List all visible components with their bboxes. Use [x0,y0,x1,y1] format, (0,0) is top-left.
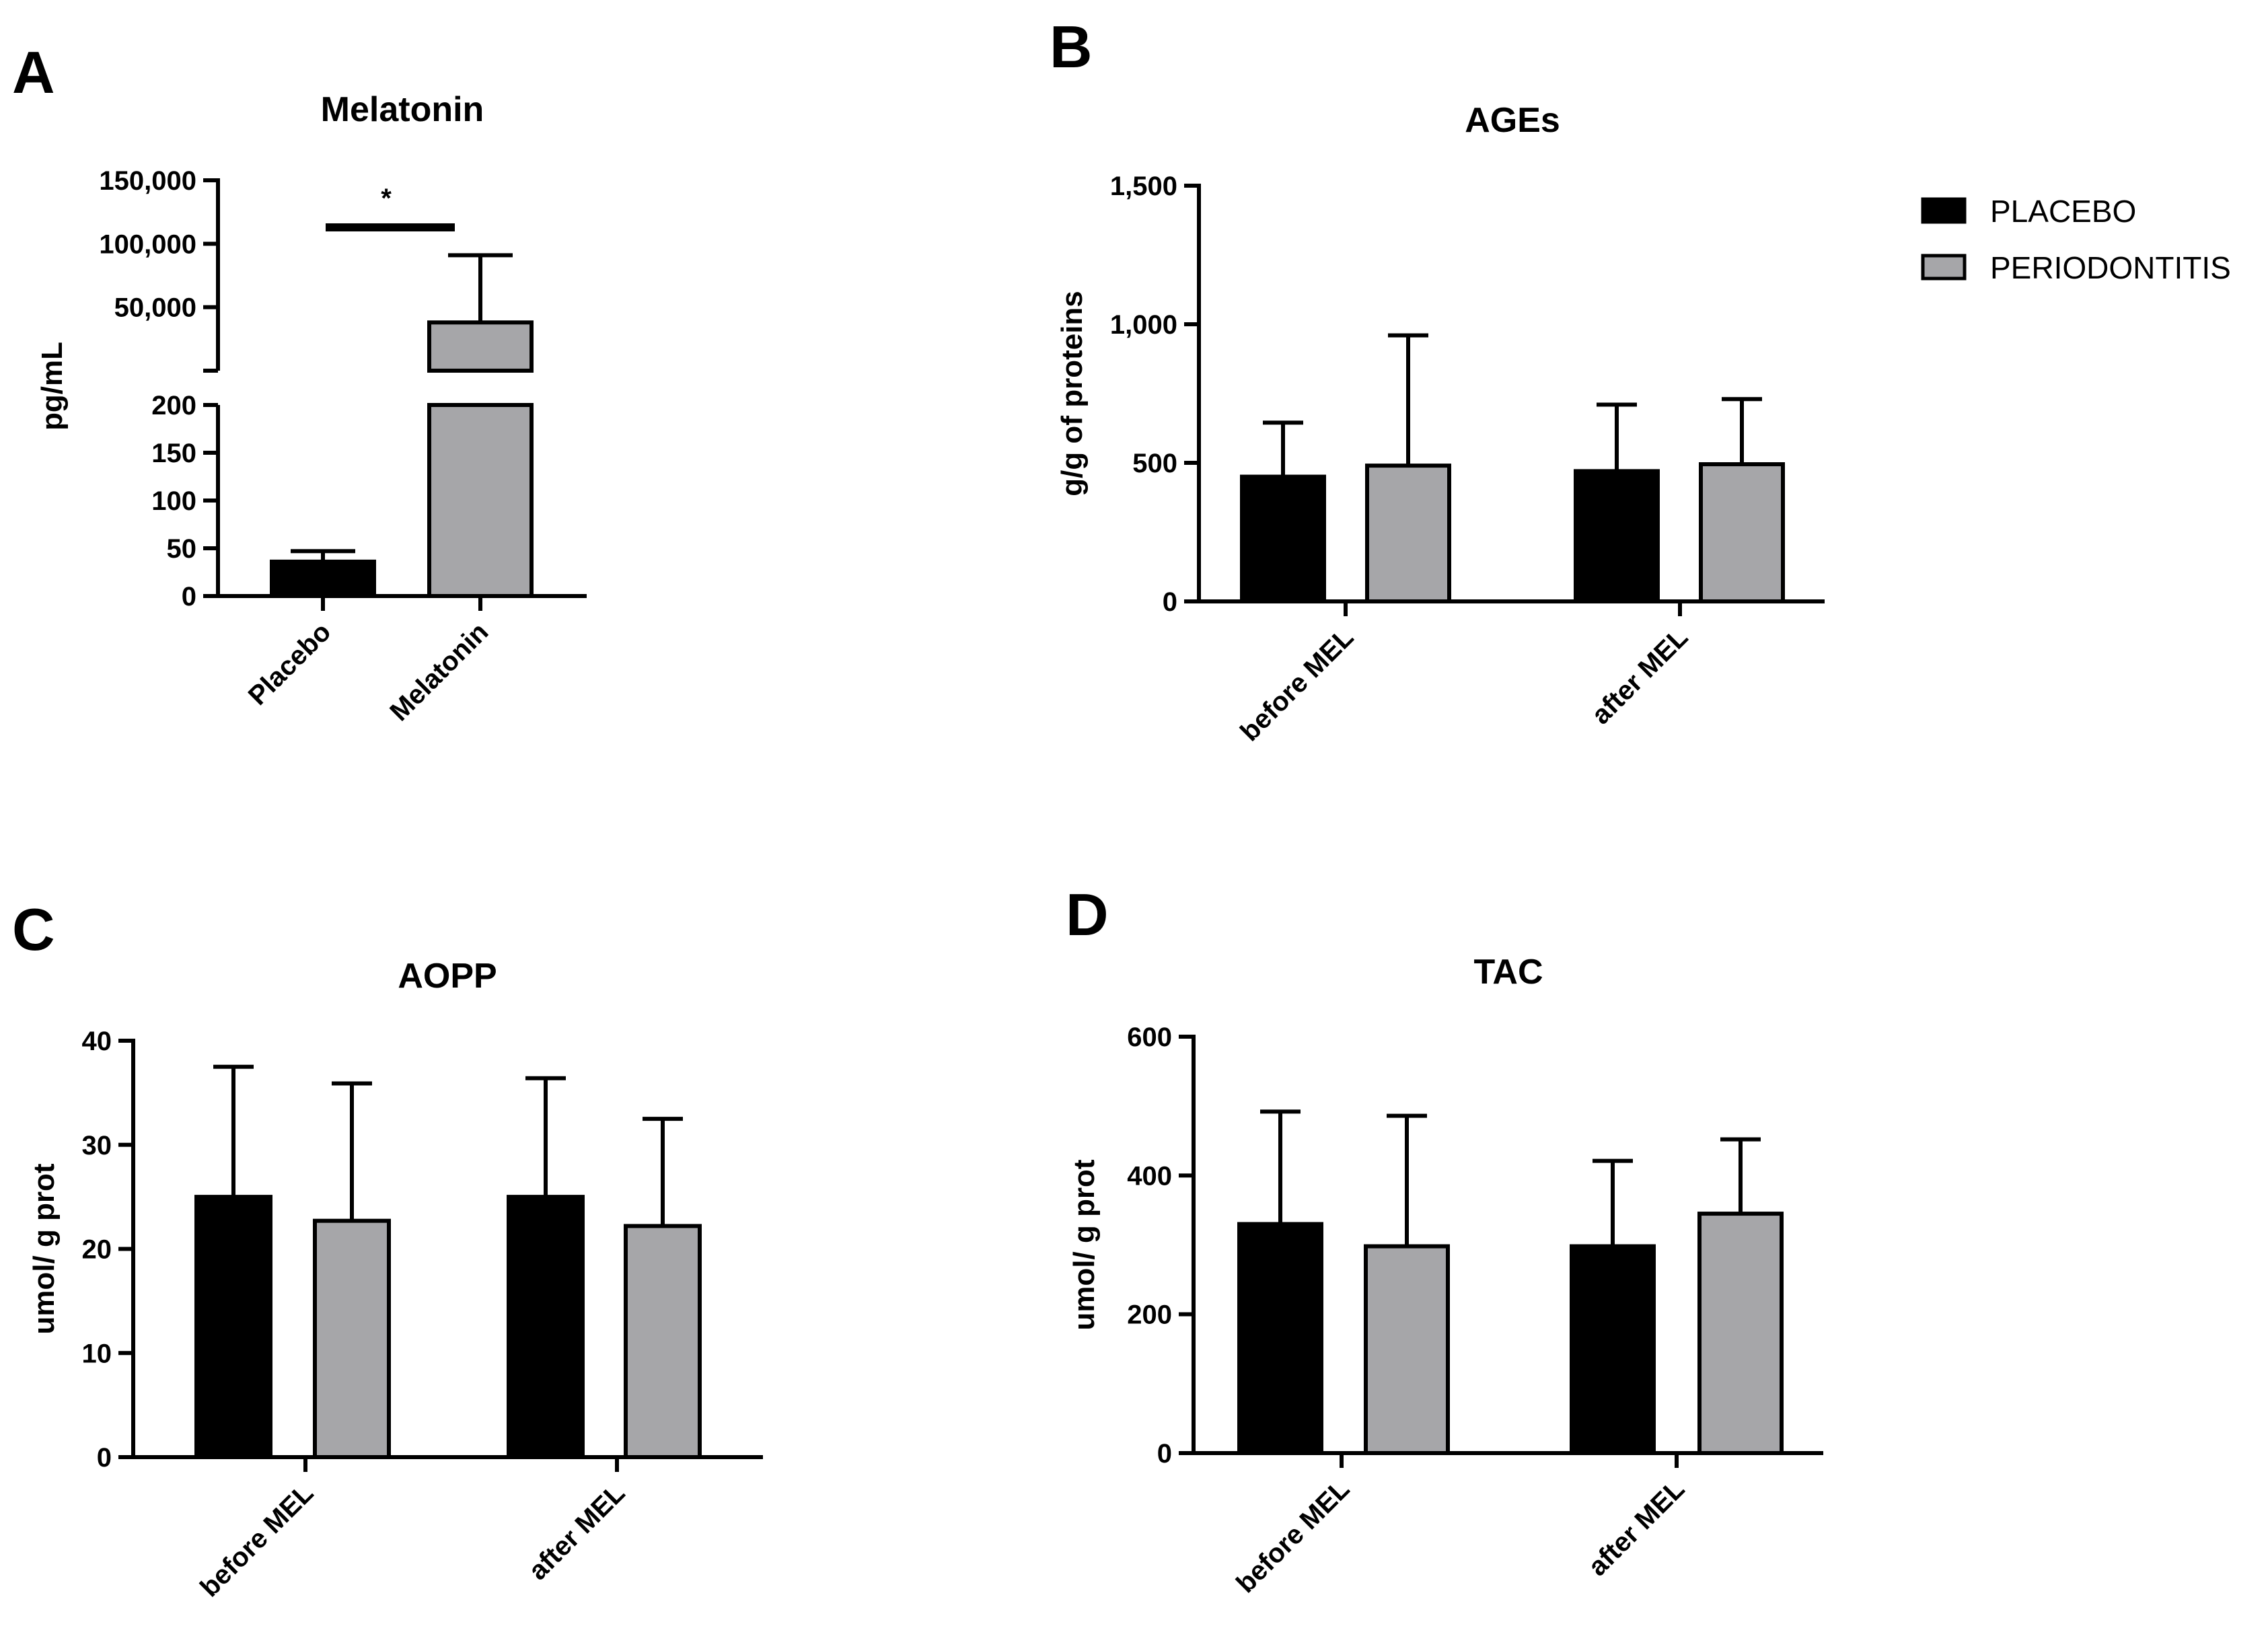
y-tick-label: 0 [1163,587,1177,617]
y-tick-label: 500 [1132,449,1177,478]
legend-swatch-periodontitis [1921,254,1967,281]
bar-placebo [1240,474,1326,603]
x-tick-label: before MEL [1231,1474,1355,1598]
y-tick-label: 150 [151,439,196,468]
panel-a-melatonin: A Melatonin pg/mL 0 50 100 150 200 50,000 100,000… [12,39,587,727]
y-tick-label: 200 [1127,1300,1172,1330]
y-axis-label: g/g of proteins [1056,291,1089,496]
significance-asterisk: * [381,184,392,213]
x-tick-label: before MEL [194,1478,319,1602]
legend: PLACEBO PERIODONTITIS [1921,194,2231,285]
y-tick-label: 1,000 [1110,310,1177,340]
y-tick-label: 1,500 [1110,172,1177,201]
x-tick-label: Melatonin [384,617,494,727]
y-tick-label: 600 [1127,1023,1172,1052]
chart-title: AOPP [398,957,497,996]
y-tick-label: 150,000 [99,166,196,196]
x-tick-label: after MEL [1586,622,1693,730]
legend-label: PLACEBO [1990,194,2136,229]
y-axis-label: umol/ g prot [1068,1159,1101,1331]
bar-placebo [1574,469,1660,603]
y-tick-label: 10 [82,1339,112,1368]
y-tick-label: 20 [82,1235,112,1265]
bar-periodontitis [1697,1212,1784,1455]
y-tick-label: 400 [1127,1161,1172,1191]
panel-letter: D [1066,881,1109,948]
bar-melatonin-upper [427,320,534,373]
x-tick-label: after MEL [523,1478,630,1586]
bar-placebo [507,1195,585,1459]
y-axis-label: umol/ g prot [28,1163,61,1335]
panel-d-tac: D TAC umol/ g prot 0 200 400 600 before MEL afte… [1066,881,1823,1598]
y-tick-label: 0 [182,582,196,612]
bar-melatonin-lower [427,403,534,598]
bar-placebo [1237,1222,1323,1456]
x-tick-label: before MEL [1235,622,1359,747]
panel-letter: A [12,39,55,106]
y-tick-label: 30 [82,1131,112,1160]
panel-letter: B [1050,13,1093,80]
bar-periodontitis [1365,464,1451,603]
y-axis-label: pg/mL [36,342,69,431]
y-tick-label: 50 [167,534,197,564]
legend-swatch-placebo [1921,197,1967,224]
chart-title: TAC [1473,953,1543,992]
bar-placebo [270,559,376,599]
y-tick-label: 40 [82,1027,112,1056]
bar-periodontitis [1699,462,1785,603]
y-tick-label: 0 [97,1443,112,1473]
y-tick-label: 0 [1157,1439,1172,1469]
bar-placebo [194,1195,272,1459]
bar-periodontitis [624,1224,702,1459]
panel-c-aopp: C AOPP umol/ g prot 0 10 20 30 40 before MEL afte… [12,896,763,1602]
y-tick-label: 100,000 [99,229,196,259]
y-tick-label: 200 [151,391,196,420]
x-tick-label: Placebo [243,617,337,711]
y-tick-label: 50,000 [114,293,196,323]
chart-title: Melatonin [321,90,484,129]
bar-periodontitis [313,1218,391,1460]
x-tick-label: after MEL [1582,1474,1690,1582]
panel-b-ages: B AGEs g/g of proteins 0 500 1,000 1,500 before… [1050,13,1825,747]
chart-title: AGEs [1465,101,1560,140]
bar-periodontitis [1364,1244,1450,1456]
bar-placebo [1570,1244,1656,1456]
y-tick-label: 100 [151,486,196,516]
panel-letter: C [12,896,55,963]
legend-label: PERIODONTITIS [1990,250,2231,285]
